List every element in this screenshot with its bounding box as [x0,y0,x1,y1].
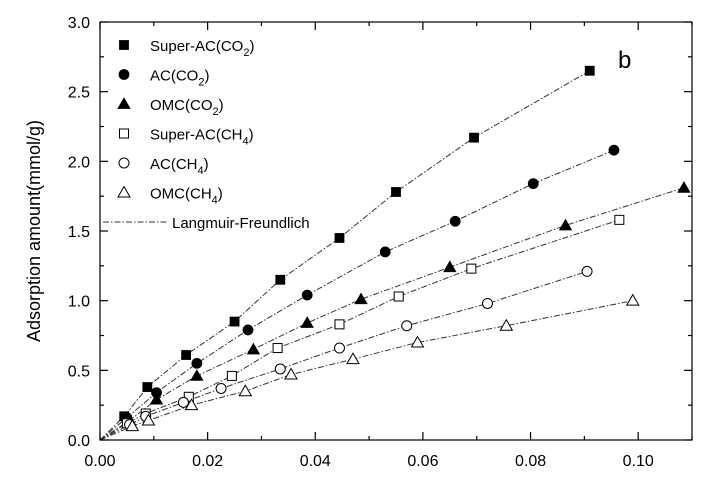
x-tick-label: 0.06 [407,453,438,470]
data-point [141,413,156,426]
legend-marker [117,185,131,198]
fit-curves [99,70,685,441]
x-tick-label: 0.00 [84,453,115,470]
data-point [608,144,620,156]
legend-marker [119,128,129,139]
data-point [229,316,240,327]
data-point [184,398,199,411]
data-point [242,324,254,336]
data-point [677,181,691,193]
legend-entry-label: AC(CO2) [150,68,209,89]
data-point [527,178,539,190]
data-point [142,382,153,392]
fit-curve [99,300,633,441]
data-point [466,263,477,274]
data-point [238,384,253,397]
data-point [284,367,298,380]
axis-ticks: 0.00 0.02 0.04 0.06 0.08 0.10 0.0 0.5 1.0 1.5 2.0 2… [68,15,693,470]
data-point [334,233,345,243]
legend-marker [118,157,130,169]
data-point [410,335,425,348]
y-tick-label: 3.0 [68,15,90,32]
fit-curve [99,270,588,441]
y-tick-label: 2.0 [68,154,90,171]
data-point [246,342,261,355]
legend-entry-label: OMC(CO2) [150,97,224,118]
data-point [449,215,461,227]
data-point [149,392,164,405]
legend-entry-label: OMC(CH4) [150,186,223,207]
legend-entry-label: Super-AC(CH4) [150,127,254,148]
data-point [354,292,368,305]
data-point [177,396,189,408]
data-point [181,350,192,360]
legend-marker [117,97,131,109]
data-point [272,343,283,354]
data-point [581,265,593,277]
data-point [391,187,401,197]
data-point [614,214,625,225]
data-point [333,342,345,354]
data-point [274,363,286,375]
legend-fit-label: Langmuir-Freundlich [172,215,310,232]
data-point [334,319,345,330]
data-point [625,293,640,306]
data-point [379,246,391,258]
data-point [558,218,573,231]
x-tick-label: 0.04 [300,453,331,470]
x-tick-label: 0.02 [192,453,223,470]
y-axis-title: Adsorption amount(mmol/g) [24,120,44,342]
data-point [215,382,227,394]
data-point [300,316,314,328]
fit-curve [99,70,590,441]
x-tick-label: 0.08 [515,453,546,470]
y-tick-label: 1.0 [68,294,90,311]
data-point [584,65,595,76]
data-point [499,318,514,331]
data-point [301,289,313,301]
y-tick-label: 2.5 [68,85,90,102]
data-point [469,132,479,143]
data-point [190,369,204,381]
data-point [346,352,360,365]
fit-curve [99,219,620,441]
data-point [125,419,140,432]
y-tick-label: 0.5 [68,363,90,380]
legend-marker [119,40,129,50]
data-point [191,357,203,369]
data-point [226,370,237,381]
fit-curve [99,149,615,441]
legend-entry-label: Super-AC(CO2) [150,38,254,59]
y-tick-label: 1.5 [68,224,90,241]
data-point [393,291,404,302]
panel-label: b [618,47,631,74]
data-point [401,320,413,332]
y-tick-label: 0.0 [68,433,90,450]
legend-entry-label: AC(CH4) [150,156,209,177]
legend-marker [118,69,130,80]
data-point [443,260,457,273]
data-point [481,297,493,309]
data-point [275,274,286,285]
legend: Super-AC(CO2) AC(CO2) OMC(CO2) Super-AC(CH4… [103,38,310,232]
x-tick-label: 0.10 [623,453,654,470]
fit-curve [99,187,685,441]
data-markers [119,65,691,432]
